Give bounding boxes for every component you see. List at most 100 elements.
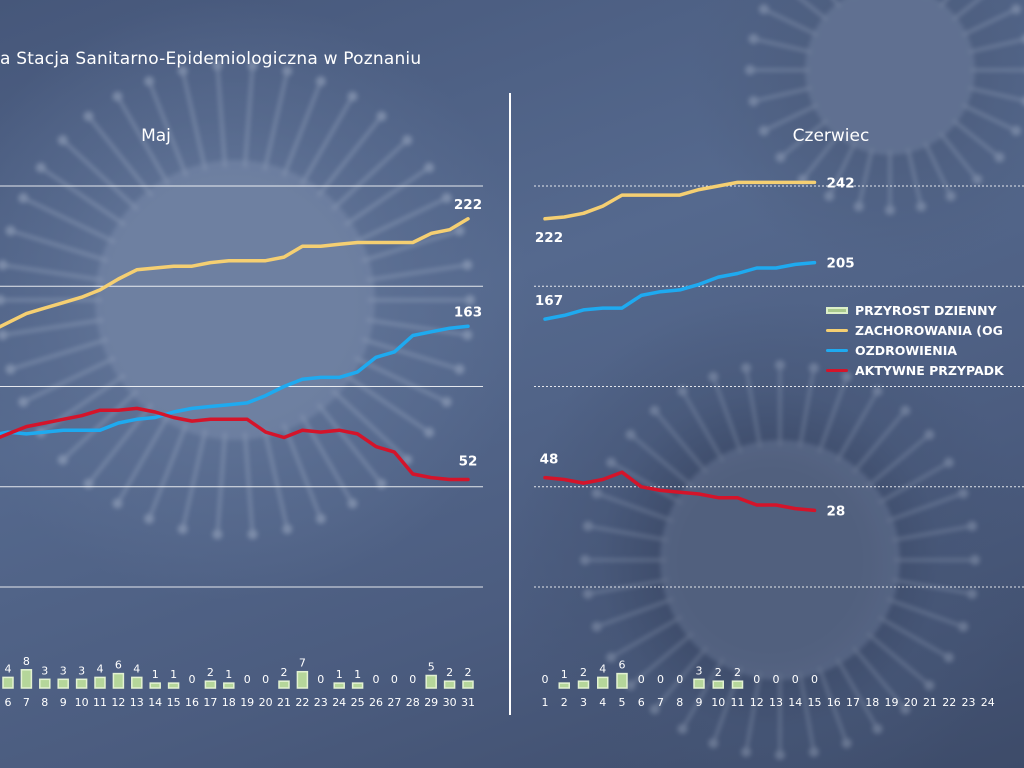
- virus-spike: [866, 632, 931, 687]
- virus-spike-tip: [649, 405, 660, 416]
- virus-spike-tip: [112, 498, 123, 509]
- virus-particle-2: [745, 0, 1024, 215]
- x-tick-label: 18: [865, 696, 879, 709]
- bar-label: 6: [619, 659, 626, 672]
- x-tick-label: 14: [788, 696, 802, 709]
- virus-spike-tip: [900, 704, 911, 715]
- x-tick-label: 27: [387, 696, 401, 709]
- virus-spike-tip: [841, 371, 852, 382]
- bar-przyrost: [296, 670, 309, 689]
- series-line-aktywne: [543, 470, 817, 513]
- x-tick-label: 1: [542, 696, 549, 709]
- bar-label: 4: [5, 662, 12, 675]
- virus-spike-tip: [606, 652, 617, 663]
- virus-spike: [215, 432, 227, 535]
- x-tick-label: 9: [60, 696, 67, 709]
- start-value-label: 222: [535, 230, 563, 246]
- virus-spike: [87, 115, 154, 197]
- virus-spike: [711, 376, 743, 454]
- virus-spike: [798, 367, 816, 448]
- bar-przyrost: [577, 680, 590, 689]
- virus-spike: [681, 390, 725, 463]
- bar-label: 0: [657, 673, 664, 686]
- x-tick-label: 4: [599, 696, 606, 709]
- virus-body: [95, 160, 375, 440]
- virus-spike-tip: [958, 488, 969, 499]
- virus-spike: [952, 0, 981, 21]
- virus-spike: [653, 409, 708, 474]
- virus-spike: [354, 196, 448, 244]
- virus-spike: [857, 148, 874, 207]
- bar-label: 7: [299, 657, 306, 670]
- bar-label: 0: [409, 673, 416, 686]
- bar-label: 2: [207, 666, 214, 679]
- virus-spike-tip: [943, 652, 954, 663]
- virus-spike-tip: [677, 723, 688, 734]
- virus-spike: [344, 166, 431, 227]
- bar-przyrost: [75, 678, 88, 689]
- virus-spike: [610, 615, 683, 659]
- virus-spike: [147, 80, 188, 177]
- x-tick-label: 14: [148, 696, 162, 709]
- x-tick-label: 12: [111, 696, 125, 709]
- virus-spike-tip: [347, 498, 358, 509]
- virus-spike: [596, 491, 674, 523]
- virus-spike: [22, 356, 116, 404]
- bar-przyrost: [425, 674, 437, 689]
- virus-spike-tip: [970, 555, 980, 565]
- x-tick-label: 25: [351, 696, 365, 709]
- series-line-aktywne: [0, 406, 470, 482]
- virus-spike-tip: [625, 429, 636, 440]
- x-tick-label: 19: [885, 696, 899, 709]
- x-tick-label: 13: [130, 696, 144, 709]
- virus-spike: [316, 403, 383, 485]
- virus-spike-tip: [0, 259, 8, 270]
- virus-spike: [962, 7, 1017, 37]
- virus-spike: [852, 409, 907, 474]
- bar-label: 0: [542, 673, 549, 686]
- virus-spike: [2, 318, 104, 337]
- legend-swatch-bar-icon: [826, 306, 848, 314]
- virus-spike: [892, 524, 973, 542]
- virus-spike-tip: [83, 111, 94, 122]
- legend: PRZYROST DZIENNY ZACHOROWANIA (OG OZDROW…: [826, 300, 1004, 380]
- virus-spike: [753, 37, 812, 54]
- bar-label: 1: [561, 668, 568, 681]
- virus-spike: [906, 148, 923, 207]
- virus-spike: [968, 86, 1024, 103]
- x-tick-label: 26: [369, 696, 383, 709]
- bar-label: 3: [78, 664, 85, 677]
- bar-przyrost: [333, 682, 345, 689]
- virus-spike-tip: [424, 162, 435, 173]
- bar-label: 2: [465, 666, 472, 679]
- virus-spike: [243, 65, 255, 168]
- virus-spike-tip: [212, 60, 223, 71]
- virus-spike-tip: [916, 201, 927, 212]
- x-tick-label: 20: [904, 696, 918, 709]
- virus-spike-tip: [177, 65, 188, 76]
- virus-spike: [817, 666, 849, 744]
- virus-spike-tip: [994, 152, 1005, 163]
- virus-spike-tip: [1021, 34, 1024, 44]
- virus-spike-tip: [347, 91, 358, 102]
- virus-spike: [653, 646, 708, 711]
- virus-spike-tip: [775, 360, 785, 370]
- bar-label: 0: [811, 673, 818, 686]
- virus-spike-tip: [402, 135, 413, 146]
- virus-spike: [215, 65, 227, 168]
- x-tick-label: 10: [711, 696, 725, 709]
- bar-label: 0: [753, 673, 760, 686]
- end-value-label: 28: [827, 503, 846, 519]
- virus-spike: [923, 142, 953, 197]
- virus-spike: [147, 423, 188, 520]
- legend-swatch-line-icon: [826, 348, 848, 352]
- virus-spike: [243, 432, 255, 535]
- virus-spike-tip: [708, 371, 719, 382]
- virus-particle-0: [0, 60, 475, 540]
- end-value-label: 242: [827, 175, 855, 191]
- bar-przyrost: [204, 680, 217, 689]
- x-tick-label: 16: [185, 696, 199, 709]
- bar-label: 0: [189, 673, 196, 686]
- virus-spike-tip: [745, 65, 755, 75]
